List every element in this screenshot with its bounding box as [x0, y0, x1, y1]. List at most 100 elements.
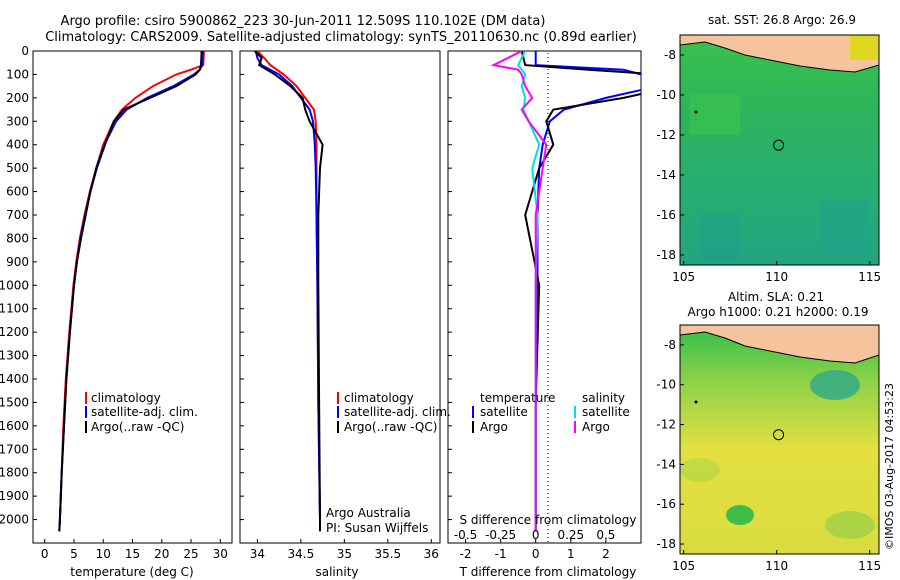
header-line2: Climatology: CARS2009. Satellite-adjuste…	[45, 30, 637, 45]
y-tick-label: 1900	[0, 489, 29, 503]
x-tick-label: 5	[70, 547, 78, 561]
sst-map-title: sat. SST: 26.8 Argo: 26.9	[708, 13, 856, 27]
institution-label: Argo Australia	[326, 506, 411, 520]
sla-low-blob	[810, 370, 860, 400]
x-tick-label: 35	[337, 547, 352, 561]
series-line	[490, 51, 548, 532]
y-tick-label: -18	[656, 248, 676, 262]
salinity-legend: climatology satellite-adj. clim. Argo(..…	[337, 391, 451, 434]
y-tick-label: -16	[656, 497, 676, 511]
sst-patch	[820, 200, 870, 255]
y-tick-label: 800	[6, 231, 29, 245]
y-tick-label: 1500	[0, 395, 29, 409]
y-tick-label: -8	[664, 338, 676, 352]
sla-island-marker	[694, 400, 698, 404]
sst-patch	[700, 215, 740, 260]
sst-warm-corner	[850, 35, 879, 60]
top-tick-label: 0.5	[596, 528, 615, 542]
imos-watermark: ©IMOS 03-Aug-2017 04:53:23	[883, 383, 896, 550]
difference-series	[490, 51, 641, 532]
legend-heading-salinity: salinity	[582, 391, 625, 405]
top-tick-label: 0	[532, 528, 540, 542]
sla-high-blob	[726, 505, 754, 525]
sst-map-frame	[679, 34, 880, 266]
legend-label-argo: Argo(..raw -QC)	[344, 420, 437, 434]
x-tick-label: 34	[250, 547, 265, 561]
y-tick-label: -18	[656, 537, 676, 551]
pi-label: PI: Susan Wijffels	[326, 521, 428, 535]
salinity-tick-labels: 34 34.5 35 35.5 36	[250, 539, 439, 561]
y-tick-label: -10	[656, 88, 676, 102]
salinity-axes-frame	[239, 50, 441, 544]
x-tick-label: 36	[424, 547, 439, 561]
x-tick-label: 115	[858, 270, 881, 284]
x-tick-label: 0	[41, 547, 49, 561]
temperature-xlabel: temperature (deg C)	[70, 565, 193, 579]
difference-legend-temperature: temperature satellite Argo	[472, 391, 555, 434]
argo-position-marker	[773, 139, 785, 151]
sla-map: Altim. SLA: 0.21 Argo h1000: 0.21 h2000:…	[656, 290, 881, 573]
sla-map-frame	[679, 324, 880, 555]
sst-patch	[690, 95, 740, 135]
x-tick-label: 34.5	[288, 547, 315, 561]
y-tick-label: -12	[656, 128, 676, 142]
series-line	[520, 51, 641, 532]
y-tick-label: 1400	[0, 372, 29, 386]
temperature-legend: climatology satellite-adj. clim. Argo(..…	[85, 391, 198, 434]
y-tick-label: 300	[6, 114, 29, 128]
series-line	[58, 51, 204, 532]
legend-label-climatology: climatology	[91, 391, 161, 405]
x-tick-label: 0	[532, 547, 540, 561]
legend-label-satellite: satellite-adj. clim.	[344, 405, 451, 419]
x-tick-label: 110	[765, 559, 788, 573]
series-line	[58, 51, 205, 532]
y-tick-label: 1700	[0, 442, 29, 456]
difference-tick-labels: -2 -1 0 1 2	[460, 539, 610, 561]
salinity-difference-tick-labels: -0.5 -0.25 0 0.25 0.5	[454, 528, 616, 542]
y-tick-label: -12	[656, 418, 676, 432]
y-tick-label: 200	[6, 91, 29, 105]
y-tick-label: 100	[6, 67, 29, 81]
series-line	[254, 51, 324, 532]
x-tick-label: -1	[495, 547, 507, 561]
java-land	[680, 325, 879, 364]
x-tick-label: 25	[183, 547, 198, 561]
legend-label-argo-s: Argo	[582, 420, 610, 434]
header-line1: Argo profile: csiro 5900862_223 30-Jun-2…	[61, 14, 546, 29]
top-tick-label: 0.25	[557, 528, 584, 542]
top-tick-label: -0.5	[454, 528, 477, 542]
x-tick-label: 30	[213, 547, 228, 561]
sla-map-subtitle: Argo h1000: 0.21 h2000: 0.19	[688, 305, 869, 319]
y-tick-label: -14	[656, 457, 676, 471]
y-tick-label: 1200	[0, 325, 29, 339]
difference-top-xlabel: S difference from climatology	[460, 513, 637, 527]
legend-label-climatology: climatology	[344, 391, 414, 405]
sla-mid-blob	[825, 511, 875, 539]
sla-mid-blob	[680, 458, 720, 482]
sst-map-ticks: 105 110 115 -8 -10 -12 -14 -16 -18	[656, 48, 881, 284]
difference-xlabel: T difference from climatology	[459, 565, 637, 579]
y-tick-label: -10	[656, 378, 676, 392]
y-tick-label: 1000	[0, 278, 29, 292]
temperature-panel: 0100200300400500600700800900100011001200…	[0, 44, 233, 579]
sst-map: sat. SST: 26.8 Argo: 26.9 105 110 115 -8 -10…	[656, 13, 881, 284]
x-tick-label: 2	[602, 547, 610, 561]
y-tick-label: -16	[656, 208, 676, 222]
y-tick-label: 400	[6, 138, 29, 152]
x-tick-label: 115	[858, 559, 881, 573]
y-tick-label: 1300	[0, 349, 29, 363]
temperature-series	[58, 51, 205, 532]
salinity-series	[254, 51, 324, 532]
y-tick-label: 500	[6, 161, 29, 175]
sla-map-ticks: 105 110 115 -8 -10 -12 -14 -16 -18	[656, 338, 881, 573]
y-tick-label: 900	[6, 255, 29, 269]
legend-label-satellite-s: satellite	[582, 405, 630, 419]
y-tick-label: 1800	[0, 466, 29, 480]
salinity-panel: 34 34.5 35 35.5 36 salinity climatology sate…	[239, 50, 451, 579]
y-tick-label: -14	[656, 168, 676, 182]
x-tick-label: 1	[567, 547, 575, 561]
x-tick-label: 110	[765, 270, 788, 284]
sst-island-marker	[694, 110, 698, 114]
legend-label-satellite: satellite-adj. clim.	[91, 405, 198, 419]
